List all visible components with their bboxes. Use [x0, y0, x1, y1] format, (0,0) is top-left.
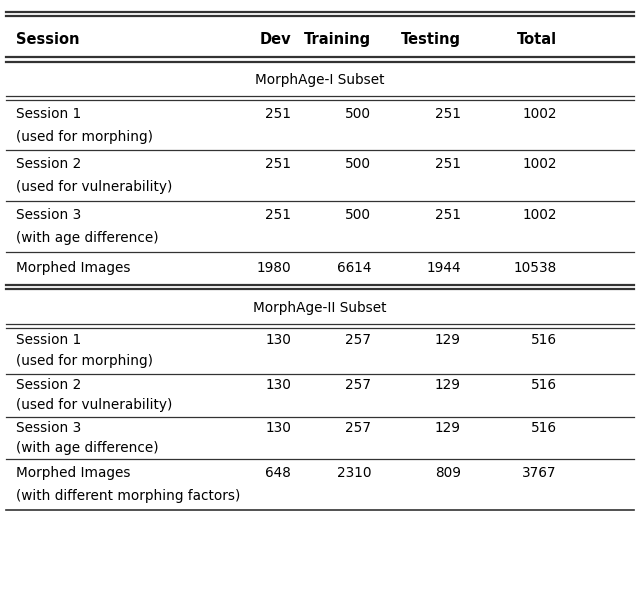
- Text: 1002: 1002: [522, 157, 557, 171]
- Text: (with different morphing factors): (with different morphing factors): [16, 489, 241, 503]
- Text: MorphAge-I Subset: MorphAge-I Subset: [255, 73, 385, 86]
- Text: 251: 251: [265, 157, 291, 171]
- Text: 10538: 10538: [513, 261, 557, 275]
- Text: 257: 257: [345, 333, 371, 347]
- Text: 130: 130: [266, 421, 291, 435]
- Text: MorphAge-II Subset: MorphAge-II Subset: [253, 301, 387, 314]
- Text: Session 2: Session 2: [16, 378, 81, 392]
- Text: Total: Total: [516, 32, 557, 47]
- Text: Session 3: Session 3: [16, 421, 81, 435]
- Text: 648: 648: [266, 466, 291, 480]
- Text: 1002: 1002: [522, 107, 557, 121]
- Text: (with age difference): (with age difference): [16, 441, 159, 455]
- Text: 1002: 1002: [522, 208, 557, 222]
- Text: (used for vulnerability): (used for vulnerability): [16, 398, 172, 412]
- Text: Session: Session: [16, 32, 79, 47]
- Text: 500: 500: [345, 107, 371, 121]
- Text: (with age difference): (with age difference): [16, 231, 159, 245]
- Text: Session 2: Session 2: [16, 157, 81, 171]
- Text: Session 1: Session 1: [16, 333, 81, 347]
- Text: 516: 516: [531, 421, 557, 435]
- Text: Training: Training: [304, 32, 371, 47]
- Text: 129: 129: [435, 421, 461, 435]
- Text: 500: 500: [345, 157, 371, 171]
- Text: Testing: Testing: [401, 32, 461, 47]
- Text: 251: 251: [435, 157, 461, 171]
- Text: 809: 809: [435, 466, 461, 480]
- Text: 257: 257: [345, 378, 371, 392]
- Text: 251: 251: [435, 107, 461, 121]
- Text: Dev: Dev: [260, 32, 291, 47]
- Text: (used for morphing): (used for morphing): [16, 354, 153, 368]
- Text: 2310: 2310: [337, 466, 371, 480]
- Text: 251: 251: [435, 208, 461, 222]
- Text: Morphed Images: Morphed Images: [16, 261, 131, 275]
- Text: 516: 516: [531, 378, 557, 392]
- Text: 129: 129: [435, 333, 461, 347]
- Text: 251: 251: [265, 208, 291, 222]
- Text: (used for morphing): (used for morphing): [16, 130, 153, 144]
- Text: 251: 251: [265, 107, 291, 121]
- Text: 500: 500: [345, 208, 371, 222]
- Text: (used for vulnerability): (used for vulnerability): [16, 180, 172, 194]
- Text: 130: 130: [266, 333, 291, 347]
- Text: 129: 129: [435, 378, 461, 392]
- Text: Session 3: Session 3: [16, 208, 81, 222]
- Text: 3767: 3767: [522, 466, 557, 480]
- Text: 6614: 6614: [337, 261, 371, 275]
- Text: 1980: 1980: [257, 261, 291, 275]
- Text: 516: 516: [531, 333, 557, 347]
- Text: 130: 130: [266, 378, 291, 392]
- Text: Session 1: Session 1: [16, 107, 81, 121]
- Text: 257: 257: [345, 421, 371, 435]
- Text: Morphed Images: Morphed Images: [16, 466, 131, 480]
- Text: 1944: 1944: [426, 261, 461, 275]
